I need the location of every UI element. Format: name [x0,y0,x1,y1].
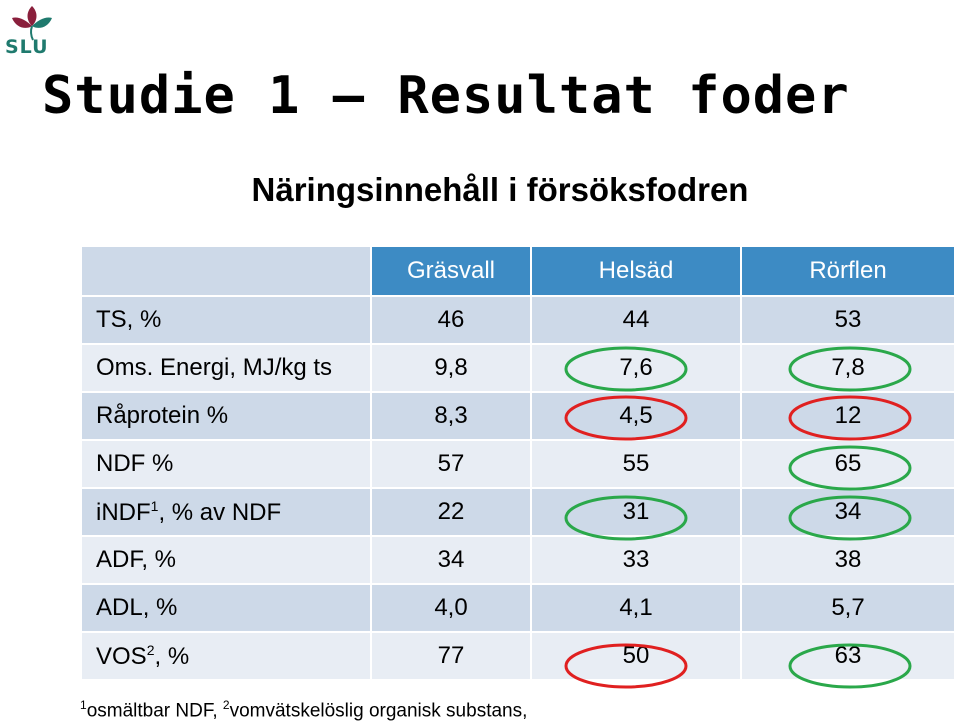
table-row: ADF, % 34 33 38 [80,535,956,585]
table-row: ADL, % 4,0 4,1 5,7 [80,583,956,633]
table-row: iNDF1, % av NDF 22 31 34 [80,487,956,537]
table-cell: 53 [740,295,956,345]
table-cell: 34 [740,487,956,537]
row-label-text: iNDF [96,498,151,526]
nutrient-table: Gräsvall Helsäd Rörflen TS, % 46 44 53 Oms. … [80,245,956,681]
table-cell: 5,7 [740,583,956,633]
table-cell: 77 [370,631,532,681]
table-cell: 50 [530,631,742,681]
table-row: Oms. Energi, MJ/kg ts 9,8 7,6 7,8 [80,343,956,393]
slu-leaf-icon [12,6,52,41]
footnote-text-1: osmältbar NDF, [86,700,223,722]
column-header: Helsäd [530,245,742,297]
footnote: 1osmältbar NDF, 2vomvätskelöslig organis… [80,698,527,722]
table-cell: 46 [370,295,532,345]
table-cell: 44 [530,295,742,345]
row-label-suffix: , % [154,642,190,670]
table-cell: 34 [370,535,532,585]
table-cell: 4,5 [530,391,742,441]
table-cell: 33 [530,535,742,585]
table-cell: 4,0 [370,583,532,633]
table-title: Näringsinnehåll i försöksfodren [251,171,749,208]
row-label-text: ADL, % [96,594,178,621]
row-label-text: VOS [96,642,147,670]
table-row: TS, % 46 44 53 [80,295,956,345]
table-header-row: Gräsvall Helsäd Rörflen [80,245,956,297]
row-label-text: TS, % [96,306,162,333]
row-label-text: NDF % [96,450,174,477]
table-cell: 7,6 [530,343,742,393]
row-label: ADL, % [80,583,372,633]
slu-logo [4,2,64,60]
row-label: Oms. Energi, MJ/kg ts [80,343,372,393]
table-cell: 65 [740,439,956,489]
table-cell: 38 [740,535,956,585]
column-header: Gräsvall [370,245,532,297]
row-label-text: Oms. Energi, MJ/kg ts [96,354,333,381]
slide-title: Studie 1 – Resultat foder [42,66,850,126]
slu-logo-text: SLU [5,36,49,58]
table-cell: 22 [370,487,532,537]
row-label: iNDF1, % av NDF [80,487,372,537]
table-cell: 12 [740,391,956,441]
table-row: VOS2, % 77 50 63 [80,631,956,681]
row-label: Råprotein % [80,391,372,441]
row-label-footnote-mark: 2 [146,641,155,658]
row-label-text: ADF, % [96,546,177,573]
header-corner [80,245,372,297]
table-cell: 57 [370,439,532,489]
table-cell: 31 [530,487,742,537]
row-label: NDF % [80,439,372,489]
footnote-text-2: vomvätskelöslig organisk substans, [229,700,528,722]
table-cell: 7,8 [740,343,956,393]
table-row: Råprotein % 8,3 4,5 12 [80,391,956,441]
footnote-sup-1: 1 [80,698,87,712]
table-row: NDF % 57 55 65 [80,439,956,489]
table-cell: 8,3 [370,391,532,441]
footnote-sup-2: 2 [222,698,230,712]
table-cell: 9,8 [370,343,532,393]
table-cell: 55 [530,439,742,489]
table-cell: 4,1 [530,583,742,633]
row-label: TS, % [80,295,372,345]
row-label: ADF, % [80,535,372,585]
table-cell: 63 [740,631,956,681]
row-label-suffix: , % av NDF [158,498,282,526]
row-label-text: Råprotein % [96,402,229,429]
column-header: Rörflen [740,245,956,297]
row-label: VOS2, % [80,631,372,681]
row-label-footnote-mark: 1 [150,497,159,514]
